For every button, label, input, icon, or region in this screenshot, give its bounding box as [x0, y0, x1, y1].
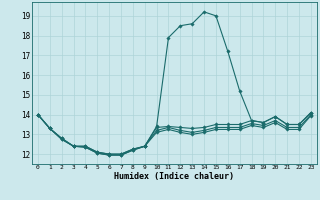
X-axis label: Humidex (Indice chaleur): Humidex (Indice chaleur) [115, 172, 234, 181]
